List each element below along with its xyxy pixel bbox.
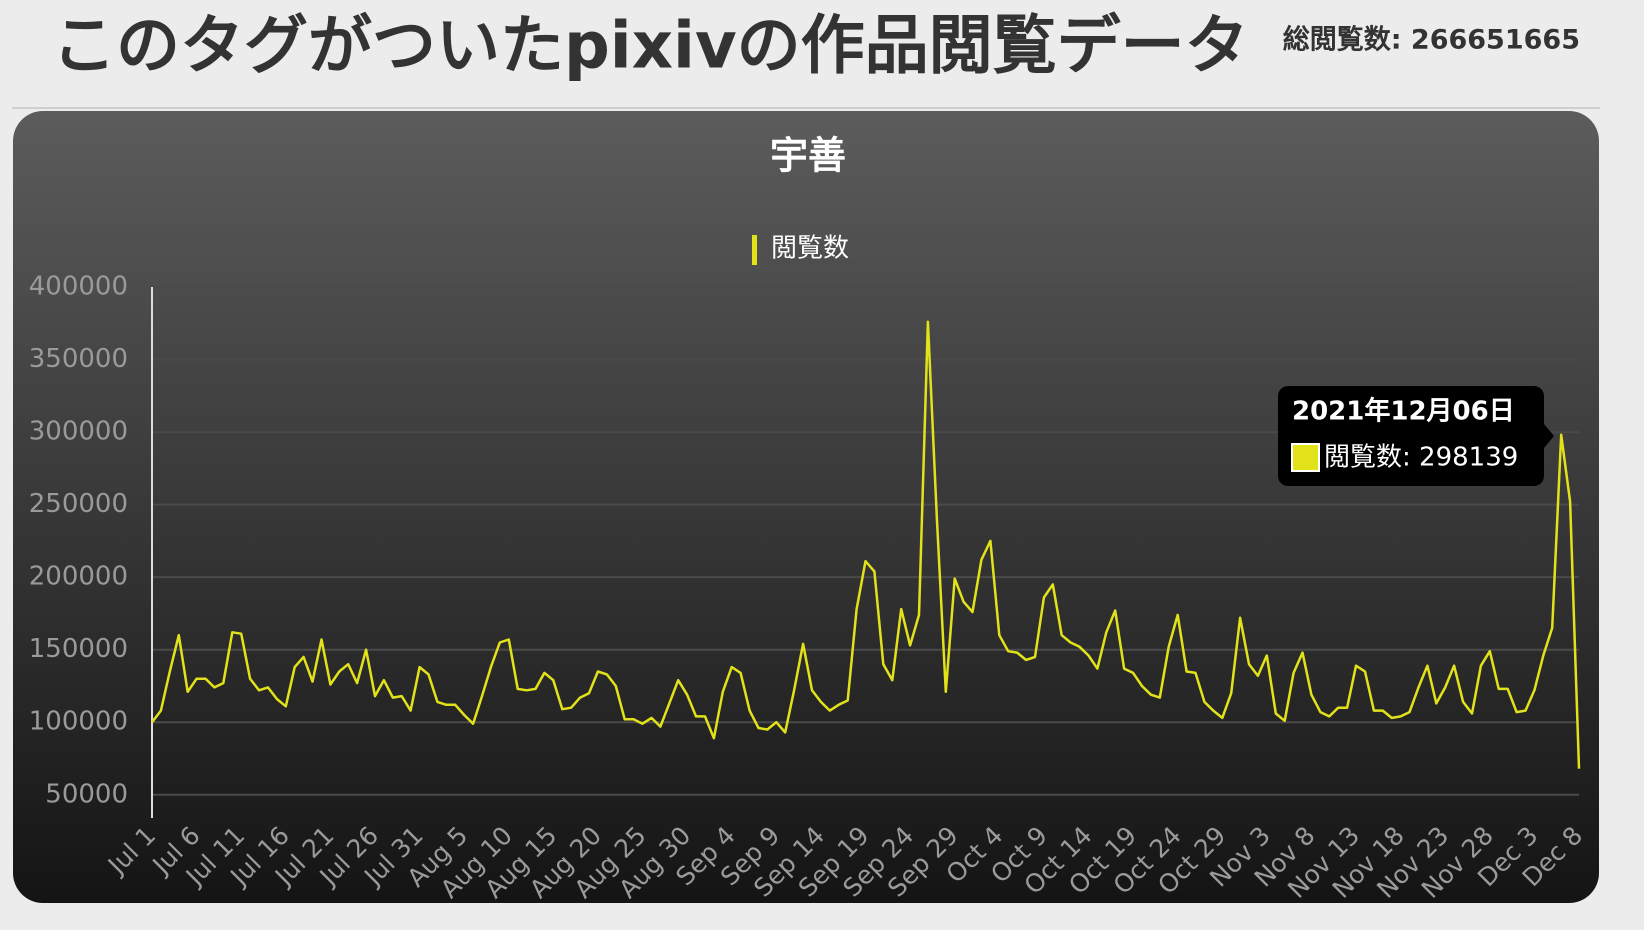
total-views: 総閲覧数: 266651665 bbox=[1283, 24, 1580, 56]
legend-swatch bbox=[752, 235, 757, 265]
tooltip-label: 閲覧数: 298139 bbox=[1324, 443, 1518, 473]
y-tick-label: 50000 bbox=[45, 779, 128, 809]
y-tick-label: 150000 bbox=[29, 634, 128, 664]
tooltip-title: 2021年12月06日 bbox=[1292, 396, 1515, 427]
y-tick-label: 350000 bbox=[29, 344, 128, 374]
y-tick-label: 100000 bbox=[29, 707, 128, 737]
series-line bbox=[151, 320, 1581, 769]
page-title: このタグがついたpixivの作品閲覧データ bbox=[52, 10, 1249, 84]
footer-strip bbox=[0, 910, 1644, 926]
y-tick-label: 300000 bbox=[29, 417, 128, 447]
y-tick-label: 250000 bbox=[29, 489, 128, 519]
y-tick-label: 200000 bbox=[29, 562, 128, 592]
chart-title: 宇善 bbox=[770, 134, 846, 178]
chart-panel bbox=[13, 111, 1599, 903]
legend-label: 閲覧数 bbox=[771, 234, 849, 264]
tooltip-box bbox=[1278, 386, 1544, 486]
tooltip-swatch bbox=[1291, 443, 1320, 472]
tooltip: 2021年12月06日 閲覧数: 298139 bbox=[1278, 386, 1554, 486]
y-tick-label: 400000 bbox=[29, 272, 128, 302]
tooltip-arrow bbox=[1544, 424, 1554, 448]
